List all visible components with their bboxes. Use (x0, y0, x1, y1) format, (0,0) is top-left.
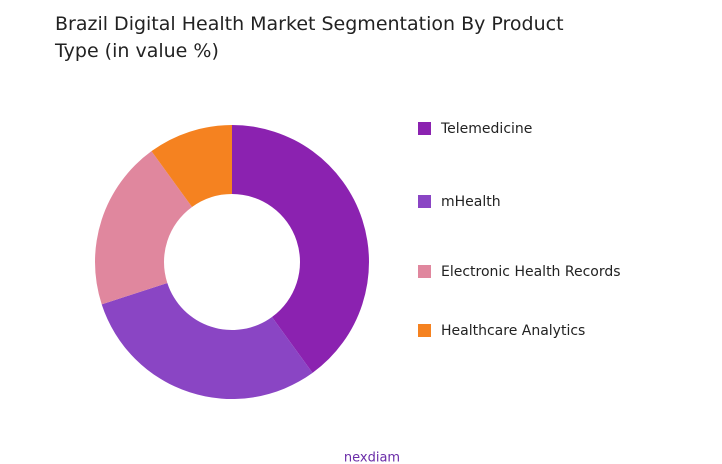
donut-segment (232, 125, 369, 373)
donut-segment (101, 283, 313, 399)
legend-label: Telemedicine (440, 121, 532, 137)
legend-label: Electronic Health Records (441, 264, 621, 280)
legend-label: Healthcare Analytics (441, 323, 585, 339)
legend-swatch (418, 265, 431, 278)
donut-segment (94, 151, 193, 305)
legend-swatch (418, 324, 431, 337)
logo-text: nexdiam (344, 451, 400, 464)
chart-title: Brazil Digital Health Market Segmentatio… (54, 13, 564, 62)
legend-swatch (418, 122, 431, 135)
legend-swatch (418, 195, 431, 208)
donut-segment (151, 125, 232, 207)
legend-label: mHealth (441, 194, 501, 210)
